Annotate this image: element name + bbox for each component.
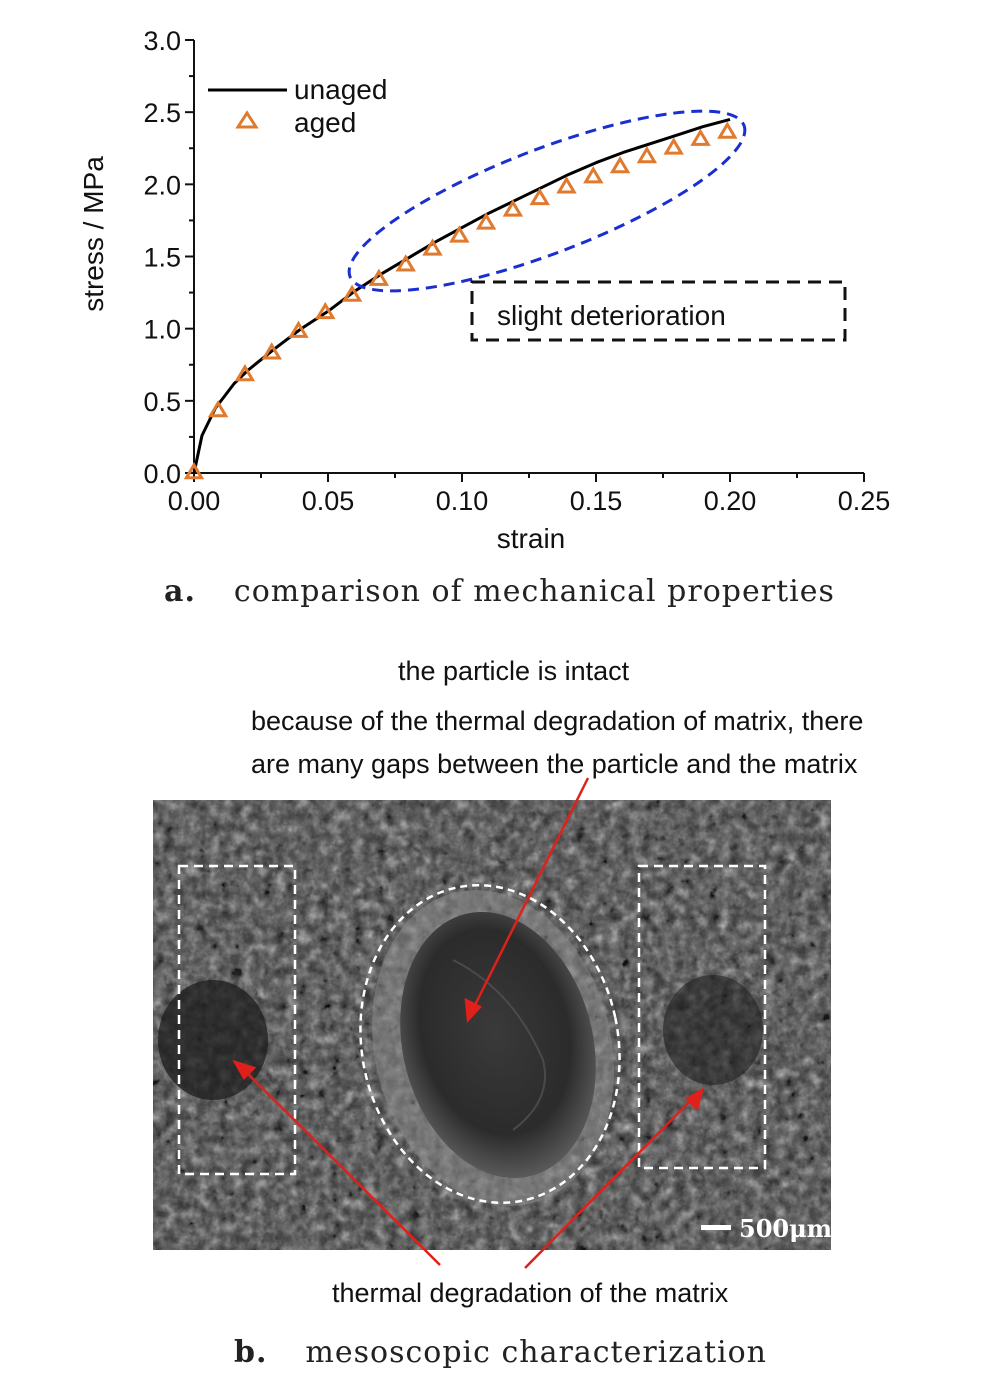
aged-point	[395, 254, 416, 272]
sem-micrograph: 500μm	[153, 800, 831, 1250]
legend-marker-aged	[235, 110, 259, 129]
x-axis-label: strain	[497, 523, 565, 554]
aged-point	[183, 462, 205, 480]
x-tick-label: 0.25	[838, 486, 891, 516]
annotation-label: slight deterioration	[497, 300, 726, 331]
legend-label-unaged: unaged	[294, 74, 387, 105]
y-tick-label: 2.5	[143, 98, 181, 128]
scale-bar-label: 500μm	[739, 1214, 831, 1243]
sem-image: 500μm	[153, 800, 831, 1250]
caption-b-letter: b.	[234, 1335, 268, 1370]
matrix-region-right	[637, 864, 767, 1170]
caption-a-letter: a.	[164, 574, 196, 609]
caption-a-text: comparison of mechanical properties	[233, 574, 835, 609]
y-tick-label: 1.5	[143, 243, 181, 273]
x-tick-label: 0.10	[436, 486, 489, 516]
y-tick-label: 0.0	[143, 459, 181, 489]
x-tick-label: 0.00	[168, 486, 221, 516]
aged-point	[636, 145, 658, 164]
label-particle-intact: the particle is intact	[398, 656, 630, 686]
series-unaged-line	[192, 117, 731, 474]
aged-point	[556, 176, 577, 194]
y-tick-label: 2.0	[143, 170, 181, 200]
label-gaps-line2: are many gaps between the particle and t…	[251, 749, 858, 779]
highlight-ellipse	[347, 109, 747, 293]
aged-point	[663, 137, 684, 155]
arrow-to-particle	[468, 777, 590, 1016]
matrix-region-left	[177, 864, 297, 1176]
aged-point	[315, 301, 336, 320]
arrow-to-left-matrix-head	[232, 1059, 257, 1081]
caption-a: a. comparison of mechanical properties	[164, 574, 835, 609]
annotation-box	[470, 280, 847, 342]
arrow-to-particle-head	[464, 997, 483, 1023]
label-gaps-line1: because of the thermal degradation of ma…	[251, 706, 864, 736]
aged-point	[368, 268, 390, 286]
aged-point	[341, 284, 363, 302]
aged-point	[288, 320, 309, 338]
caption-b: b. mesoscopic characterization	[234, 1335, 767, 1370]
aged-point	[609, 156, 631, 174]
arrow-to-right-matrix-head	[684, 1087, 704, 1112]
label-thermal-degradation: thermal degradation of the matrix	[332, 1278, 729, 1308]
x-tick-label: 0.15	[570, 486, 623, 516]
arrow-to-left-matrix	[239, 1065, 441, 1266]
aged-point	[502, 199, 524, 217]
aged-point	[529, 187, 550, 206]
legend: unaged aged	[208, 74, 387, 138]
aged-point	[207, 399, 229, 418]
chart-axes: 0.00 0.05 0.10 0.15 0.20 0.25 0.0 0.5 1.0 1.5 2.0 2…	[143, 26, 890, 516]
y-tick-label: 3.0	[143, 26, 181, 56]
aged-point	[422, 238, 443, 256]
y-tick-label: 1.0	[143, 315, 181, 345]
aged-point	[261, 342, 282, 360]
caption-b-text: mesoscopic characterization	[305, 1335, 767, 1370]
particle-outline	[359, 883, 621, 1205]
aged-point	[475, 212, 497, 230]
legend-label-aged: aged	[294, 107, 356, 138]
aged-point	[234, 363, 256, 382]
stress-strain-chart: 0.00 0.05 0.10 0.15 0.20 0.25 0.0 0.5 1.0 1.5 2.0 2…	[78, 26, 890, 554]
aged-point	[690, 128, 711, 146]
x-tick-label: 0.05	[302, 486, 355, 516]
series-aged	[183, 121, 738, 480]
aged-point	[717, 121, 738, 139]
aged-point	[449, 225, 470, 243]
x-tick-label: 0.20	[704, 486, 757, 516]
arrow-to-right-matrix	[524, 1093, 698, 1269]
y-tick-label: 0.5	[143, 387, 181, 417]
aged-point	[583, 166, 604, 184]
y-axis-label: stress / MPa	[78, 156, 109, 312]
series-unaged	[192, 117, 731, 474]
scale-bar	[701, 1225, 731, 1230]
